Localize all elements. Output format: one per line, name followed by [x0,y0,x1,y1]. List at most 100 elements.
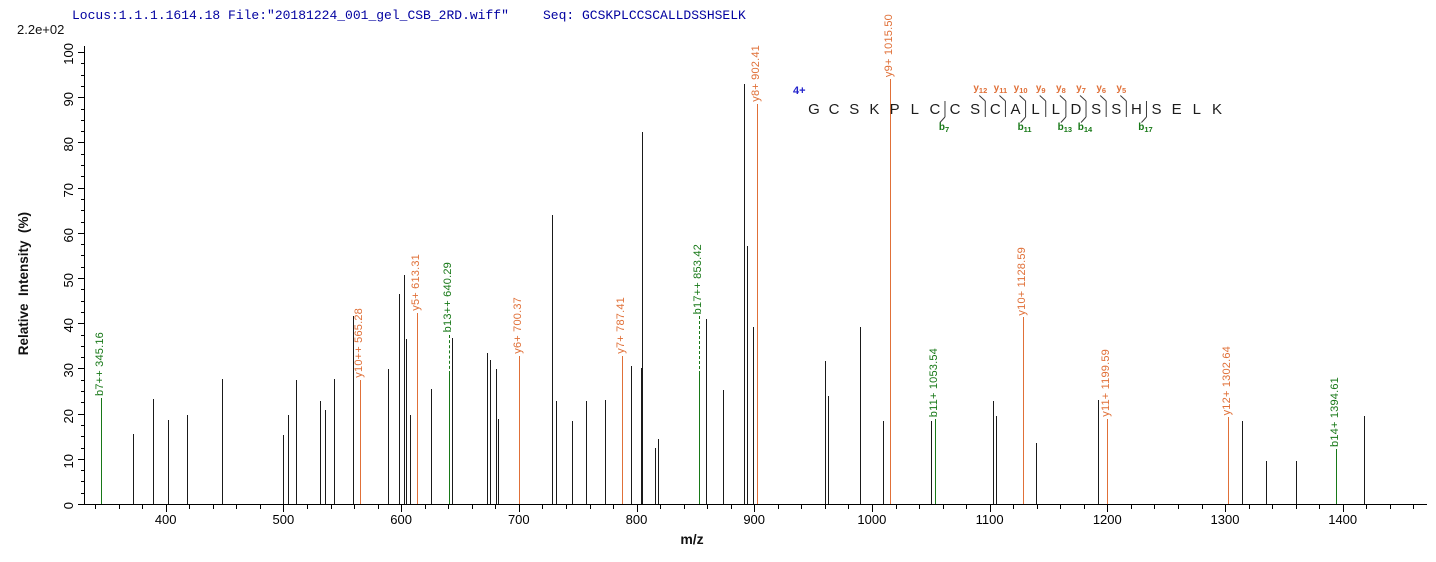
y-major-tick [78,97,84,99]
y-major-tick [78,142,84,144]
y-tick-label: 50 [61,272,76,288]
y-ion-marker-label: y9 [1035,83,1046,95]
b-ion-marker-label: b17 [1138,122,1153,134]
sequence-residue: S [1111,101,1122,118]
b-ion-peak [101,397,103,504]
peak [658,438,659,504]
x-minor-tick [495,505,497,509]
x-major-tick [871,505,873,512]
y-minor-tick [81,436,84,438]
y-major-tick [78,323,84,325]
y-ion-peak [519,355,521,504]
x-minor-tick [212,505,214,509]
x-minor-tick [895,505,897,509]
x-minor-tick [330,505,332,509]
peak [753,327,755,504]
sequence-residue: L [1031,101,1040,118]
fragment-marker [1099,95,1107,102]
y-major-tick [78,187,84,189]
y-minor-tick [81,447,84,449]
x-tick-label: 1200 [1092,512,1122,527]
b-ion-peak [699,374,701,504]
peak [705,319,707,504]
x-minor-tick [307,505,308,509]
x-minor-tick [942,505,944,509]
y-ion-peak [621,355,623,504]
y-tick-label: 10 [61,453,76,469]
x-minor-tick [236,505,238,509]
fragment-marker [1059,95,1067,102]
peak-label: b17++ 853.42 [692,244,705,315]
y-major-tick [78,458,84,460]
peak [828,396,830,504]
peak [1035,442,1037,504]
y-minor-tick [81,176,84,178]
base-peak-intensity: 2.2e+02 [17,22,65,37]
peak [746,245,748,504]
peak [486,353,488,504]
x-minor-tick [565,505,567,509]
peak [325,410,327,504]
x-minor-tick [1154,505,1156,509]
x-minor-tick [777,505,779,509]
y-minor-tick [81,198,84,200]
x-minor-tick [1130,505,1132,509]
peak [404,275,406,504]
x-tick-label: 700 [507,512,530,527]
x-minor-tick [919,505,920,509]
x-minor-tick [1178,505,1179,509]
precursor-charge: 4+ [793,85,806,97]
x-tick-label: 1000 [857,512,887,527]
peak [497,419,499,504]
peak [387,368,389,504]
x-minor-tick [142,505,144,509]
y-ion-peak [416,312,418,504]
y-ion-marker-label: y12 [973,83,988,95]
x-tick-label: 1300 [1210,512,1240,527]
y-major-tick [78,232,84,234]
x-major-tick [283,505,285,512]
y-tick-label: 60 [61,227,76,243]
y-ion-peak [360,379,362,504]
peak [1098,400,1100,504]
peak-label-connector [448,334,450,374]
x-major-tick [165,505,167,512]
peak [186,415,188,504]
y-minor-tick [81,311,84,313]
x-minor-tick [613,505,614,509]
x-minor-tick [354,505,356,509]
b-ion-marker-label: b7 [938,122,950,134]
peak-label-connector [699,316,701,375]
sequence-residue: L [1051,101,1060,118]
peak-label: y7+ 787.41 [614,296,627,354]
peak [334,378,336,504]
y-minor-tick [81,470,84,472]
peak-label: y5+ 613.31 [409,254,422,311]
peak [744,83,746,504]
y-minor-tick [81,424,84,426]
y-ion-peak [1106,419,1108,504]
x-major-tick [636,505,638,512]
sequence-residue: K [1211,101,1222,118]
y-minor-tick [81,289,84,291]
x-tick-label: 500 [272,512,295,527]
y-minor-tick [81,119,84,121]
y-minor-tick [81,63,84,65]
peak-label: y11+ 1199.59 [1099,349,1112,417]
x-minor-tick [1272,505,1274,509]
x-major-tick [1225,505,1226,512]
x-minor-tick [1083,505,1085,509]
peak [1266,461,1268,504]
y-minor-tick [81,402,84,404]
y-ion-peak [1228,417,1230,504]
sequence-residue: S [1091,101,1102,118]
y-major-tick [78,52,84,53]
y-axis-line [84,46,85,505]
y-ion-peak [757,104,759,504]
x-axis-line [85,504,1428,505]
x-major-tick [401,505,403,512]
x-minor-tick [542,505,544,509]
x-minor-tick [1319,505,1321,509]
sequence-residue: L [910,101,919,118]
